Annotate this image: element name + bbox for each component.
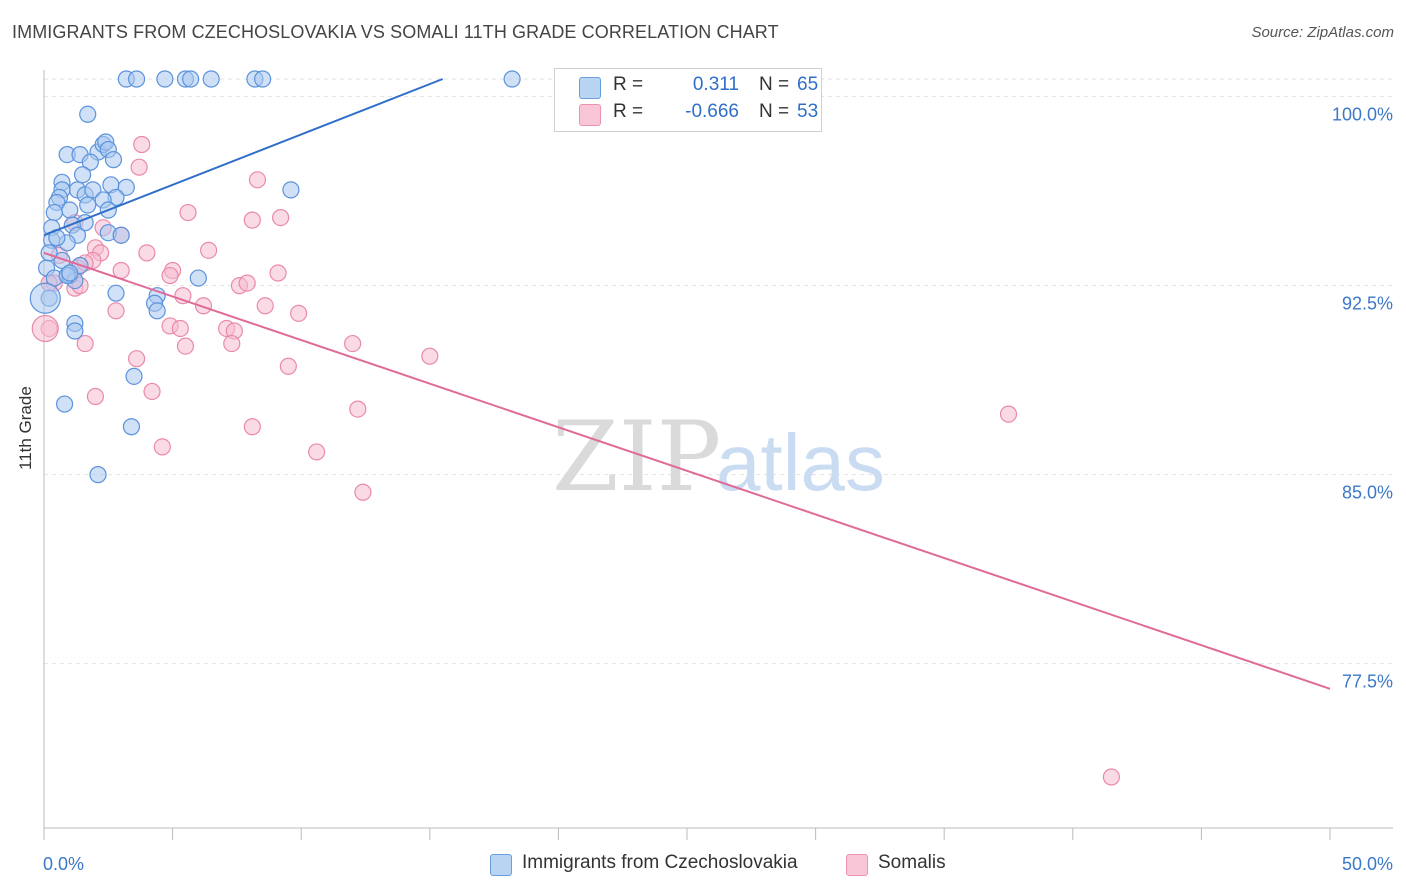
correlation-legend: R = 0.311 N = 65 R = -0.666 N = 53 <box>554 68 822 132</box>
somali-point <box>107 302 125 320</box>
czechoslovakia-point <box>66 322 84 340</box>
somali-point <box>290 304 308 322</box>
czechoslovakia-point <box>104 151 123 169</box>
somali-point <box>354 483 372 501</box>
somali-point <box>243 211 261 229</box>
legend-n-value: 53 <box>797 101 819 122</box>
czechoslovakia-point <box>61 264 79 282</box>
czechoslovakia-point <box>127 70 146 88</box>
series-name: Immigrants from Czechoslovakia <box>522 852 798 873</box>
series-name: Somalis <box>878 852 946 873</box>
czechoslovakia-point <box>84 181 102 199</box>
czechoslovakia-points <box>29 70 521 484</box>
legend-r-value: 0.311 <box>692 74 739 95</box>
somali-point <box>421 347 439 365</box>
somali-point <box>349 400 367 418</box>
x-tick-label-right: 50.0% <box>1342 854 1393 874</box>
watermark-atlas: atlas <box>716 418 885 507</box>
y-tick-label: 92.5% <box>1342 294 1393 314</box>
somali-point <box>133 135 151 154</box>
somali-point <box>143 382 161 401</box>
czechoslovakia-point <box>148 302 166 320</box>
somali-point <box>127 350 146 368</box>
czechoslovakia-point <box>73 166 92 184</box>
somali-point <box>171 319 189 338</box>
czechoslovakia-point <box>61 201 79 219</box>
somali-point <box>223 334 241 353</box>
czechoslovakia-point <box>79 196 97 214</box>
czechoslovakia-point <box>112 226 130 244</box>
somali-point <box>86 387 105 406</box>
somali-point-large <box>31 314 59 343</box>
czechoslovakia-point <box>53 251 71 270</box>
czechoslovakia-point <box>122 418 141 436</box>
somali-point <box>279 357 297 375</box>
somali-point <box>194 297 213 315</box>
gridlines <box>44 78 1393 665</box>
czechoslovakia-point <box>282 181 300 199</box>
y-tick-label: 100.0% <box>1332 105 1393 125</box>
czechoslovakia-point <box>81 153 99 171</box>
czechoslovakia-point <box>117 178 135 196</box>
legend-swatch-blue <box>579 77 601 99</box>
czechoslovakia-point <box>182 70 200 88</box>
czechoslovakia-point <box>202 70 220 88</box>
somali-point <box>238 274 256 292</box>
somali-point <box>179 203 197 222</box>
czechoslovakia-point <box>503 70 521 88</box>
somali-point <box>1102 768 1120 786</box>
czechoslovakia-point <box>45 203 63 222</box>
legend-n-label: N = <box>759 101 790 122</box>
somali-trend-line <box>43 251 1331 690</box>
czechoslovakia-point <box>107 284 125 302</box>
czechoslovakia-point <box>89 466 107 484</box>
somali-point <box>999 405 1018 423</box>
axes <box>43 70 1393 840</box>
somali-point <box>176 337 195 355</box>
series-swatch-pink <box>846 854 868 876</box>
somali-point <box>161 266 179 285</box>
czechoslovakia-point <box>55 395 74 413</box>
somali-point <box>76 334 94 353</box>
somali-point <box>344 334 362 353</box>
czechoslovakia-point-large <box>29 282 61 314</box>
somali-point <box>200 241 218 259</box>
somali-point <box>308 443 326 461</box>
somali-point <box>130 158 148 176</box>
watermark-zip: ZIP <box>552 401 721 513</box>
chart-title: IMMIGRANTS FROM CZECHOSLOVAKIA VS SOMALI… <box>12 22 779 42</box>
source-label: Source: ZipAtlas.com <box>1251 24 1394 41</box>
legend-r-value: -0.666 <box>685 101 739 122</box>
x-tick-label-left: 0.0% <box>43 854 84 874</box>
legend-r-label: R = <box>613 74 644 95</box>
czechoslovakia-point <box>189 269 207 287</box>
somali-point <box>256 297 274 315</box>
somali-point <box>243 418 261 436</box>
series-swatch-blue <box>490 854 512 876</box>
czechoslovakia-trend-line <box>43 78 444 237</box>
legend-n-label: N = <box>759 74 790 95</box>
legend-swatch-pink <box>579 104 601 126</box>
czechoslovakia-point <box>40 244 58 262</box>
czechoslovakia-point <box>79 105 97 123</box>
legend-n-value: 65 <box>797 74 819 95</box>
y-tick-label: 77.5% <box>1342 672 1393 692</box>
somali-point <box>272 208 290 227</box>
somali-point <box>248 171 267 189</box>
czechoslovakia-point <box>125 367 143 385</box>
czechoslovakia-point <box>254 70 272 88</box>
y-tick-labels: 100.0% 92.5% 85.0% 77.5% <box>1332 105 1393 692</box>
somali-point <box>269 264 287 282</box>
trend-lines <box>43 78 1331 690</box>
somali-point <box>153 438 171 456</box>
czechoslovakia-point <box>156 70 174 88</box>
somali-point <box>174 287 192 305</box>
y-tick-label: 85.0% <box>1342 483 1393 503</box>
legend-r-label: R = <box>613 101 644 122</box>
somali-point <box>138 244 156 262</box>
